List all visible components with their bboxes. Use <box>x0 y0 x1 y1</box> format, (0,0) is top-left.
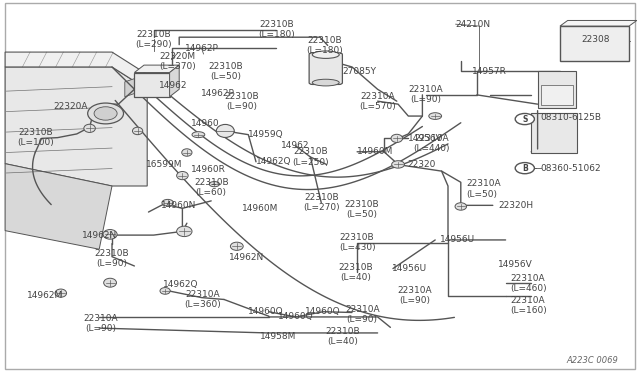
Ellipse shape <box>162 199 173 206</box>
Text: 22310A
(L=360): 22310A (L=360) <box>184 290 221 309</box>
Text: 14959Q: 14959Q <box>248 130 284 139</box>
Text: 22310B
(L=290): 22310B (L=290) <box>135 29 172 49</box>
Text: 14962M: 14962M <box>27 291 63 300</box>
Text: B: B <box>522 164 527 173</box>
Ellipse shape <box>312 79 339 86</box>
Ellipse shape <box>104 278 116 287</box>
Text: 22320: 22320 <box>407 160 435 169</box>
Text: 24210N: 24210N <box>456 20 491 29</box>
Circle shape <box>515 113 534 125</box>
Ellipse shape <box>55 289 67 297</box>
Text: 22310B
(L=250): 22310B (L=250) <box>292 147 329 167</box>
Text: 14956V: 14956V <box>498 260 532 269</box>
Text: 22320A: 22320A <box>53 102 88 110</box>
Text: 22310B
(L=60): 22310B (L=60) <box>194 178 228 198</box>
Text: 14956U: 14956U <box>440 235 476 244</box>
Polygon shape <box>170 65 179 97</box>
Text: 22310A
(L=440): 22310A (L=440) <box>413 134 451 153</box>
Polygon shape <box>560 20 637 26</box>
Ellipse shape <box>209 182 220 187</box>
Text: 14956U: 14956U <box>392 264 427 273</box>
Text: 22310A
(L=90): 22310A (L=90) <box>84 314 118 333</box>
Text: 14960N: 14960N <box>161 201 196 210</box>
Text: 22310A
(L=460): 22310A (L=460) <box>511 274 547 293</box>
Bar <box>531 113 577 153</box>
Text: 14960R: 14960R <box>191 165 225 174</box>
Polygon shape <box>5 52 147 89</box>
Ellipse shape <box>177 171 188 180</box>
Text: 14962Q: 14962Q <box>256 157 291 166</box>
Text: 22310A
(L=50): 22310A (L=50) <box>466 179 500 199</box>
Text: 22310A
(L=90): 22310A (L=90) <box>397 286 432 305</box>
Ellipse shape <box>216 124 234 137</box>
Bar <box>541 85 573 105</box>
Text: 14958M: 14958M <box>260 332 296 341</box>
Text: 22310B
(L=90): 22310B (L=90) <box>95 249 129 268</box>
Ellipse shape <box>177 226 192 237</box>
Ellipse shape <box>182 149 192 156</box>
Text: 14962N: 14962N <box>229 253 264 262</box>
Text: 14957R: 14957R <box>472 67 507 76</box>
Text: 14960Q: 14960Q <box>305 307 341 316</box>
Bar <box>560 26 629 61</box>
Text: 27085Y: 27085Y <box>342 67 376 76</box>
Circle shape <box>515 163 534 174</box>
Text: 14960: 14960 <box>191 119 220 128</box>
Ellipse shape <box>391 134 403 142</box>
Ellipse shape <box>192 132 205 138</box>
Text: 14962P: 14962P <box>185 44 218 53</box>
Polygon shape <box>125 74 147 97</box>
Text: 22310B
(L=100): 22310B (L=100) <box>17 128 54 147</box>
Text: 16599M: 16599M <box>146 160 182 169</box>
Ellipse shape <box>392 161 404 168</box>
Text: 22310B
(L=50): 22310B (L=50) <box>344 199 379 219</box>
Ellipse shape <box>160 288 170 294</box>
Ellipse shape <box>455 203 467 210</box>
Bar <box>134 73 170 97</box>
Text: 22308: 22308 <box>581 35 610 44</box>
Text: 22310B
(L=40): 22310B (L=40) <box>338 263 372 282</box>
Polygon shape <box>5 164 112 249</box>
Text: 08310-6125B: 08310-6125B <box>541 113 602 122</box>
Text: 08360-51062: 08360-51062 <box>541 164 602 173</box>
Text: 14960Q: 14960Q <box>248 307 284 316</box>
Ellipse shape <box>312 51 339 58</box>
Ellipse shape <box>429 113 442 119</box>
Text: 14962: 14962 <box>159 81 187 90</box>
FancyBboxPatch shape <box>309 53 342 84</box>
Text: 22320H: 22320H <box>498 201 533 210</box>
Circle shape <box>94 107 117 120</box>
Polygon shape <box>134 65 179 73</box>
Text: 22310A
(L=90): 22310A (L=90) <box>345 305 380 324</box>
Polygon shape <box>5 67 147 186</box>
Text: 14962P: 14962P <box>201 89 234 98</box>
Text: 14960M: 14960M <box>357 147 394 156</box>
Bar <box>538 71 576 108</box>
Text: 14962N: 14962N <box>82 231 117 240</box>
Ellipse shape <box>84 124 95 132</box>
Text: 22310B
(L=180): 22310B (L=180) <box>258 20 295 39</box>
Circle shape <box>88 103 124 124</box>
Text: A223C 0069: A223C 0069 <box>566 356 618 365</box>
Text: 22310B
(L=90): 22310B (L=90) <box>225 92 259 111</box>
Ellipse shape <box>132 127 143 135</box>
Text: 14960M: 14960M <box>242 204 278 213</box>
Text: 14962Q: 14962Q <box>163 280 198 289</box>
Text: 22310A
(L=90): 22310A (L=90) <box>408 85 443 105</box>
Text: 22310B
(L=270): 22310B (L=270) <box>303 193 340 212</box>
Text: 14962: 14962 <box>282 141 310 150</box>
Text: 22310B
(L=40): 22310B (L=40) <box>325 327 360 346</box>
Text: 22310A
(L=160): 22310A (L=160) <box>511 296 547 315</box>
Text: 14956V: 14956V <box>408 134 443 143</box>
Ellipse shape <box>103 230 117 239</box>
Text: 22310B
(L=430): 22310B (L=430) <box>339 233 376 252</box>
Ellipse shape <box>230 242 243 250</box>
Text: S: S <box>522 115 527 124</box>
Text: 22310A
(L=570): 22310A (L=570) <box>359 92 396 111</box>
Text: 22310B
(L=50): 22310B (L=50) <box>208 62 243 81</box>
Text: 22310B
(L=180): 22310B (L=180) <box>307 36 344 55</box>
Text: 22320M
(L=370): 22320M (L=370) <box>159 52 196 71</box>
Text: 14960Q: 14960Q <box>278 312 314 321</box>
